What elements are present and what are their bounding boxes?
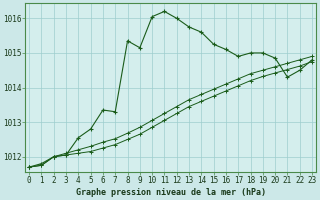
X-axis label: Graphe pression niveau de la mer (hPa): Graphe pression niveau de la mer (hPa) (76, 188, 266, 197)
